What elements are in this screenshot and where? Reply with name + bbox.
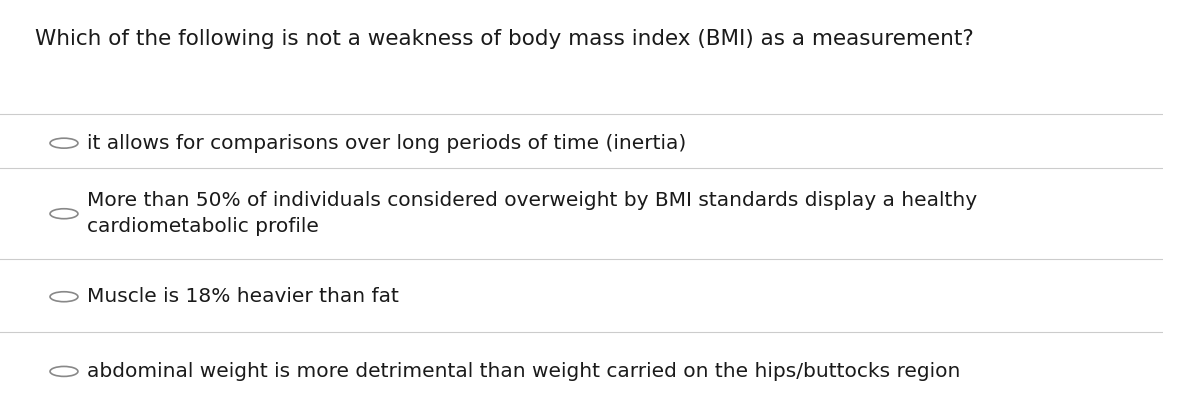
Text: Muscle is 18% heavier than fat: Muscle is 18% heavier than fat xyxy=(88,287,400,306)
Text: More than 50% of individuals considered overweight by BMI standards display a he: More than 50% of individuals considered … xyxy=(88,191,977,237)
Text: it allows for comparisons over long periods of time (inertia): it allows for comparisons over long peri… xyxy=(88,134,686,153)
Text: abdominal weight is more detrimental than weight carried on the hips/buttocks re: abdominal weight is more detrimental tha… xyxy=(88,362,961,381)
Text: Which of the following is not a weakness of body mass index (BMI) as a measureme: Which of the following is not a weakness… xyxy=(35,29,973,49)
